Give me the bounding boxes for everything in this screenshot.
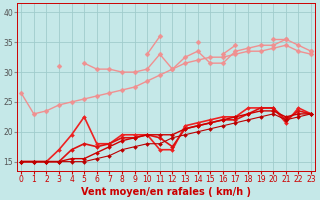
X-axis label: Vent moyen/en rafales ( km/h ): Vent moyen/en rafales ( km/h ): [81, 187, 251, 197]
